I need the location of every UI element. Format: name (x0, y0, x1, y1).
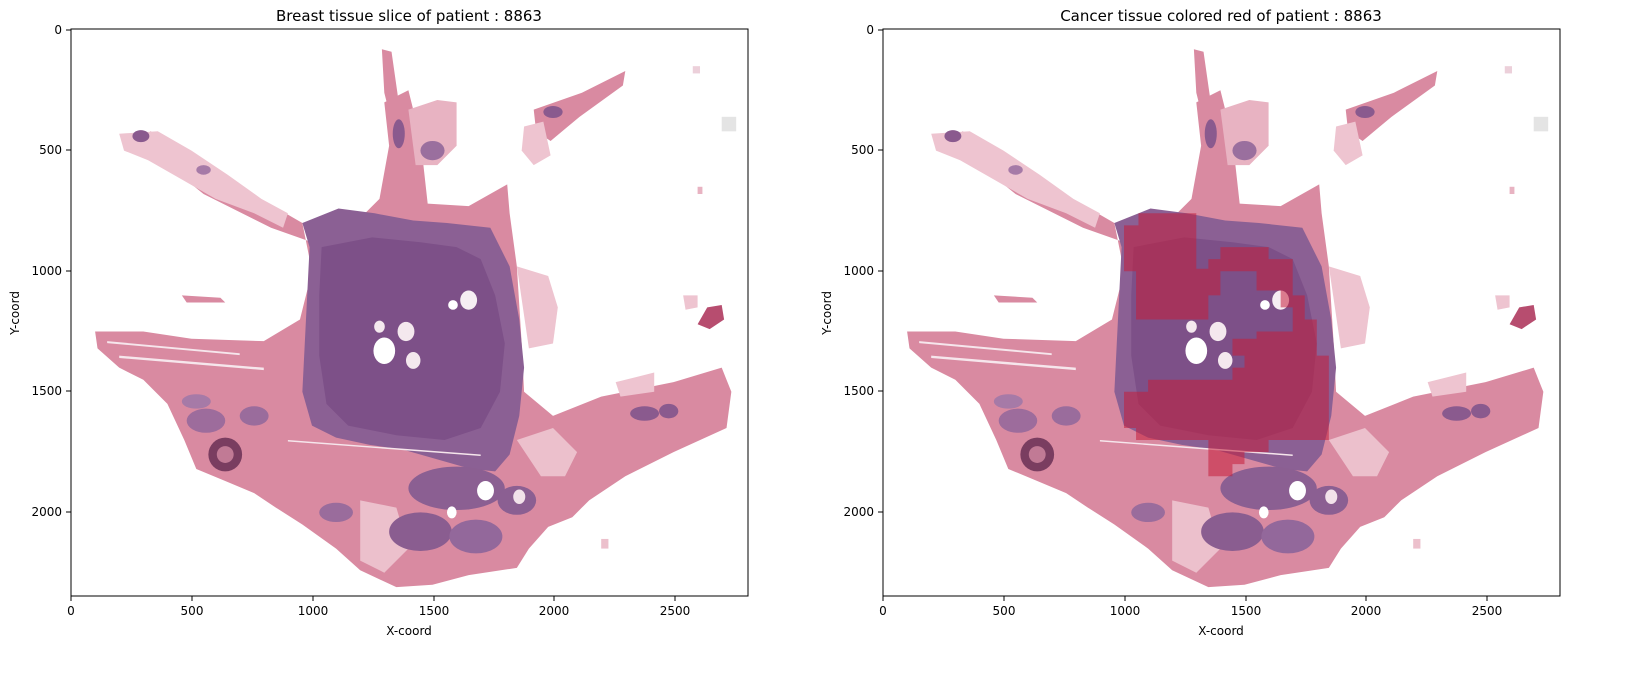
y-tick-label: 500 (851, 143, 874, 157)
y-tick-label: 1000 (843, 264, 874, 278)
x-tick-label: 2000 (539, 604, 570, 618)
x-axis-label: X-coord (1198, 624, 1244, 638)
panel-title: Cancer tissue colored red of patient : 8… (1060, 7, 1382, 25)
tissue-image (907, 49, 1549, 588)
x-tick-label: 2500 (660, 604, 691, 618)
x-tick-label: 500 (181, 604, 204, 618)
panel-title: Breast tissue slice of patient : 8863 (276, 7, 542, 25)
y-ticks: 0 500 1000 1500 2000 (843, 23, 883, 519)
y-tick-label: 1000 (31, 264, 62, 278)
x-tick-label: 500 (993, 604, 1016, 618)
panel-left: Breast tissue slice of patient : 8863 0 … (8, 7, 749, 638)
tissue-image (95, 49, 737, 588)
x-ticks: 0 500 1000 1500 2000 2500 (67, 596, 690, 618)
axes-frame (70, 28, 749, 597)
panel-right: Cancer tissue colored red of patient : 8… (820, 7, 1561, 638)
y-ticks: 0 500 1000 1500 2000 (31, 23, 71, 519)
y-tick-label: 1500 (31, 384, 62, 398)
x-axis-label: X-coord (386, 624, 432, 638)
y-tick-label: 500 (39, 143, 62, 157)
x-tick-label: 1500 (1231, 604, 1262, 618)
axes-frame (882, 28, 1561, 597)
x-ticks: 0 500 1000 1500 2000 2500 (879, 596, 1502, 618)
y-tick-label: 0 (54, 23, 62, 37)
x-tick-label: 1000 (298, 604, 329, 618)
y-tick-label: 1500 (843, 384, 874, 398)
x-tick-label: 1000 (1110, 604, 1141, 618)
y-axis-label: Y-coord (8, 291, 22, 336)
x-tick-label: 0 (879, 604, 887, 618)
y-tick-label: 0 (866, 23, 874, 37)
x-tick-label: 2500 (1472, 604, 1503, 618)
x-tick-label: 0 (67, 604, 75, 618)
x-tick-label: 2000 (1351, 604, 1382, 618)
y-axis-label: Y-coord (820, 291, 834, 336)
y-tick-label: 2000 (843, 505, 874, 519)
x-tick-label: 1500 (419, 604, 450, 618)
y-tick-label: 2000 (31, 505, 62, 519)
